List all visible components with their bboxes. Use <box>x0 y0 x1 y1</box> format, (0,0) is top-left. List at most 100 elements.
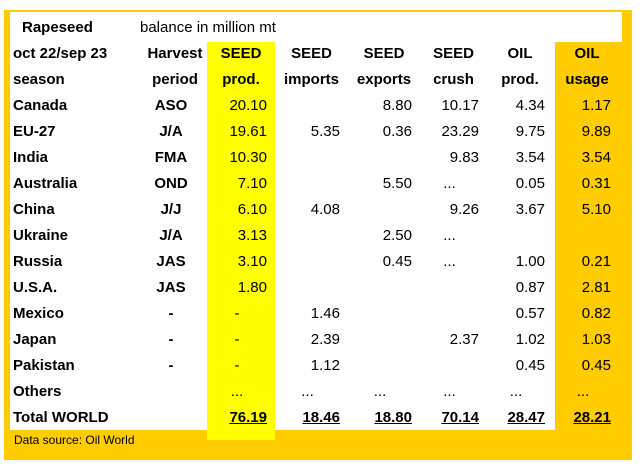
cell-period: JAS <box>156 253 186 270</box>
cell-seed-prod: 3.13 <box>237 227 267 244</box>
cell-seed-prod: 10.30 <box>229 149 267 166</box>
cell-seed-imports <box>275 223 340 249</box>
header-row1-period: Harvest <box>147 45 203 62</box>
cell-country: Ukraine <box>13 227 69 244</box>
total-oil-prod: 28.47 <box>507 409 545 426</box>
cell-seed-exports: 5.50 <box>382 175 412 192</box>
cell-seed-exports: 0.36 <box>382 123 412 140</box>
cell-oil-usage: 0.82 <box>581 305 611 322</box>
cell-seed-prod: - <box>234 331 240 348</box>
cell-seed-prod: - <box>234 305 240 322</box>
cell-seed-prod: - <box>234 357 240 374</box>
cell-oil-usage: 2.81 <box>581 279 611 296</box>
cell-oil-prod: 0.57 <box>515 305 545 322</box>
cell-period: JAS <box>156 279 186 296</box>
cell-seed-exports: 8.80 <box>382 97 412 114</box>
cell-oil-usage: 0.45 <box>581 357 611 374</box>
cell-country: Australia <box>13 175 78 192</box>
cell-seed-imports <box>275 171 340 197</box>
cell-oil-prod: 3.67 <box>515 201 545 218</box>
cell-oil-usage: 1.03 <box>581 331 611 348</box>
cell-oil-usage: 0.31 <box>581 175 611 192</box>
cell-seed-crush: 9.83 <box>449 149 479 166</box>
cell-period: - <box>168 331 174 348</box>
cell-oil-prod: 4.34 <box>515 97 545 114</box>
cell-oil-usage: 3.54 <box>581 149 611 166</box>
data-source-note: Data source: Oil World <box>14 433 135 447</box>
cell-seed-crush: 23.29 <box>441 123 479 140</box>
header-row1-country: oct 22/sep 23 <box>13 45 108 62</box>
cell-oil-usage: 9.89 <box>581 123 611 140</box>
cell-country: Others <box>13 383 62 400</box>
cell-country: Mexico <box>13 305 64 322</box>
cell-oil-usage <box>555 223 611 249</box>
table-subtitle: balance in million mt <box>140 19 276 36</box>
cell-period: J/A <box>159 123 183 140</box>
cell-seed-crush <box>420 275 479 301</box>
cell-seed-imports <box>275 275 340 301</box>
cell-seed-prod: 1.80 <box>237 279 267 296</box>
cell-oil-prod: 1.02 <box>515 331 545 348</box>
cell-seed-exports: 2.50 <box>382 227 412 244</box>
cell-country: Canada <box>13 97 68 114</box>
header-row1-oil-usage: OIL <box>574 45 600 62</box>
total-period <box>143 405 199 431</box>
cell-country: EU-27 <box>13 123 56 140</box>
table-title: Rapeseed <box>22 19 93 36</box>
cell-oil-prod: 0.05 <box>515 175 545 192</box>
cell-seed-exports <box>348 301 412 327</box>
cell-seed-imports: 1.46 <box>310 305 340 322</box>
total-oil-usage: 28.21 <box>573 409 611 426</box>
cell-period: - <box>168 357 174 374</box>
cell-country: U.S.A. <box>13 279 58 296</box>
cell-oil-usage: 0.21 <box>581 253 611 270</box>
cell-seed-prod: ... <box>230 383 244 400</box>
cell-seed-prod: 6.10 <box>237 201 267 218</box>
cell-seed-prod: 3.10 <box>237 253 267 270</box>
cell-oil-prod: 0.87 <box>515 279 545 296</box>
cell-period: OND <box>154 175 188 192</box>
cell-seed-crush: ... <box>443 227 456 244</box>
cell-oil-prod: 0.45 <box>515 357 545 374</box>
cell-period: J/J <box>160 201 182 218</box>
cell-seed-prod: 19.61 <box>229 123 267 140</box>
cell-oil-prod: ... <box>509 383 523 400</box>
cell-seed-crush: ... <box>443 175 456 192</box>
cell-seed-crush: ... <box>443 253 456 270</box>
cell-seed-imports: 2.39 <box>310 331 340 348</box>
header-row2-oil-usage: usage <box>565 71 609 88</box>
cell-country: China <box>13 201 55 218</box>
cell-seed-crush: ... <box>443 383 456 400</box>
total-seed-prod: 76.19 <box>229 409 267 426</box>
cell-seed-exports <box>348 327 412 353</box>
cell-seed-crush <box>420 301 479 327</box>
total-seed-imports: 18.46 <box>302 409 340 426</box>
cell-seed-imports <box>275 93 340 119</box>
cell-country: Pakistan <box>13 357 75 374</box>
header-row1-seed-prod: SEED <box>220 45 262 62</box>
cell-seed-prod: 7.10 <box>237 175 267 192</box>
cell-seed-exports <box>348 275 412 301</box>
cell-country: India <box>13 149 49 166</box>
cell-period: ASO <box>154 97 188 114</box>
cell-oil-prod: 9.75 <box>515 123 545 140</box>
header-row2-oil-prod: prod. <box>501 71 539 88</box>
cell-seed-exports <box>348 145 412 171</box>
cell-seed-crush <box>420 353 479 379</box>
cell-seed-crush: 10.17 <box>441 97 479 114</box>
cell-oil-prod <box>487 223 545 249</box>
total-country: Total WORLD <box>13 409 109 426</box>
header-row1-seed-crush: SEED <box>433 45 474 62</box>
cell-seed-imports: 5.35 <box>310 123 340 140</box>
total-seed-exports: 18.80 <box>374 409 412 426</box>
cell-seed-crush: 9.26 <box>449 201 479 218</box>
cell-country: Japan <box>13 331 57 348</box>
cell-oil-usage: ... <box>576 383 590 400</box>
cell-period <box>143 379 199 405</box>
header-row2-seed-crush: crush <box>433 71 474 88</box>
header-row1-seed-exports: SEED <box>363 45 405 62</box>
cell-seed-exports: 0.45 <box>382 253 412 270</box>
oil-usage-highlight <box>555 42 622 440</box>
cell-seed-imports <box>275 145 340 171</box>
cell-seed-exports <box>348 353 412 379</box>
